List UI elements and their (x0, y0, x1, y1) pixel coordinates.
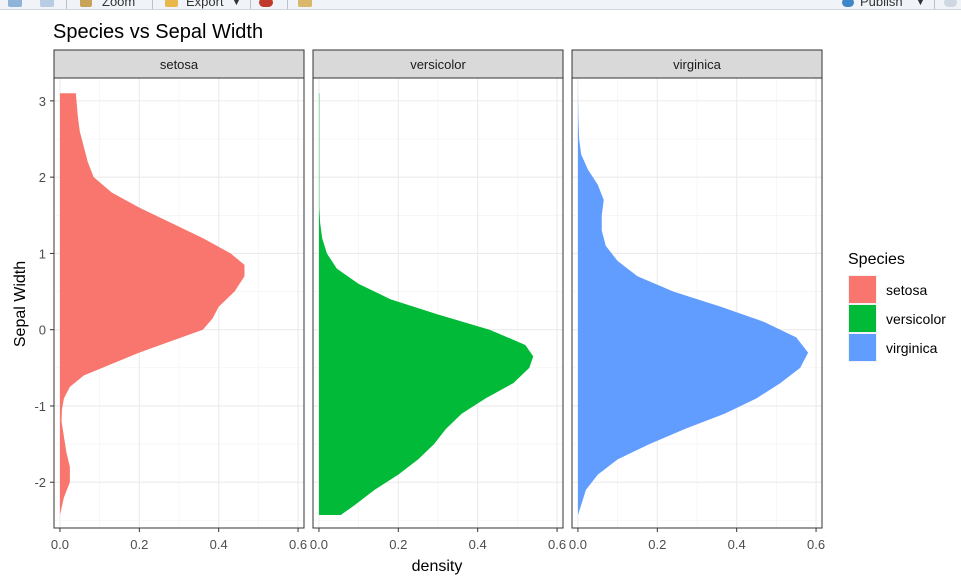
facet-strip (312, 49, 564, 79)
legend-key-setosa (849, 276, 876, 303)
density-area-virginica (577, 93, 809, 516)
zoom-button[interactable]: Zoom (102, 0, 136, 9)
y-tick-label: 3 (39, 94, 46, 109)
image-icon (165, 0, 178, 7)
forward-arrow-icon[interactable] (40, 0, 54, 7)
facet-panel-virginica: virginica (571, 49, 823, 529)
y-tick-label: 2 (39, 170, 46, 185)
x-tick-label: 0.2 (389, 537, 407, 552)
facet-panels: setosa versicolor virginica (53, 49, 823, 529)
x-tick-label: 0.2 (648, 537, 666, 552)
y-tick-label: 0 (39, 323, 46, 338)
facet-strip (571, 49, 823, 79)
x-tick-label: 0.0 (51, 537, 69, 552)
chart-title: Species vs Sepal Width (53, 21, 263, 43)
publish-icon (842, 0, 854, 7)
facet-strip (53, 49, 305, 79)
toolbar-divider (287, 0, 288, 9)
legend-label-setosa: setosa (886, 282, 927, 298)
toolbar-divider (66, 0, 67, 9)
x-tick-label: 0.2 (130, 537, 148, 552)
y-axis-title: Sepal Width (12, 261, 29, 347)
legend-label-virginica: virginica (886, 340, 938, 356)
chevron-down-icon[interactable]: ▼ (916, 0, 925, 7)
facet-panel-setosa: setosa (53, 49, 305, 529)
x-tick-label: 0.0 (310, 537, 328, 552)
viewer-toolbar: Zoom Export ▼ Publish ▼ (0, 0, 961, 10)
export-button[interactable]: Export (186, 0, 224, 9)
publish-button[interactable]: Publish (860, 0, 903, 9)
x-axis-title: density (412, 558, 463, 575)
y-tick-label: 1 (39, 246, 46, 261)
refresh-icon[interactable] (944, 0, 957, 7)
x-tick-label: 0.0 (569, 537, 587, 552)
y-tick-label: -2 (34, 475, 46, 490)
y-axis: -2 -1 0 1 2 3 (34, 94, 54, 490)
x-tick-label: 0.6 (807, 537, 825, 552)
x-axis: 0.0 0.2 0.4 0.6 0.0 0.2 0.4 0.6 0.0 0.2 0.4 0.6 (51, 528, 825, 552)
toolbar-divider (250, 0, 251, 9)
legend: Species setosa versicolor virginica (848, 251, 946, 362)
x-tick-label: 0.4 (210, 537, 228, 552)
chevron-down-icon[interactable]: ▼ (232, 0, 241, 7)
x-tick-label: 0.4 (728, 537, 746, 552)
y-tick-label: -1 (34, 399, 46, 414)
legend-title: Species (848, 251, 905, 268)
broom-icon[interactable] (298, 0, 312, 7)
density-area-versicolor (318, 93, 534, 516)
density-area-setosa (59, 93, 245, 516)
toolbar-divider (934, 0, 935, 9)
legend-label-versicolor: versicolor (886, 311, 946, 327)
magnifier-icon (80, 0, 92, 7)
remove-plot-icon[interactable] (259, 0, 273, 7)
legend-key-versicolor (849, 305, 876, 332)
facet-panel-versicolor: versicolor (312, 49, 564, 529)
facet-strip-label: virginica (673, 57, 721, 72)
toolbar-divider (152, 0, 153, 9)
facet-strip-label: setosa (160, 57, 199, 72)
facet-strip-label: versicolor (410, 57, 466, 72)
x-tick-label: 0.4 (469, 537, 487, 552)
x-tick-label: 0.6 (548, 537, 566, 552)
back-arrow-icon[interactable] (8, 0, 22, 7)
legend-key-virginica (849, 334, 876, 361)
x-tick-label: 0.6 (289, 537, 307, 552)
